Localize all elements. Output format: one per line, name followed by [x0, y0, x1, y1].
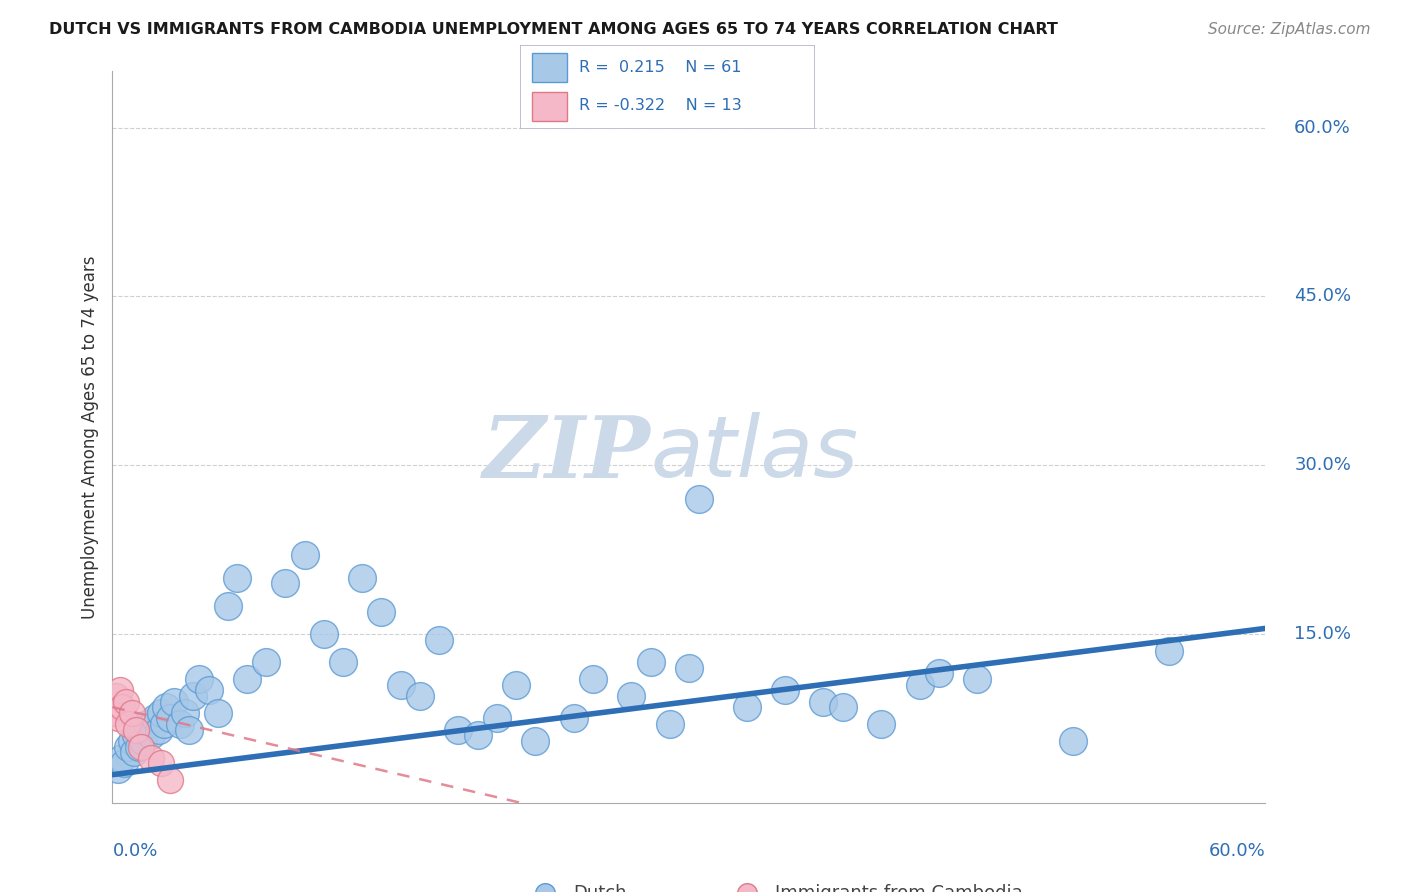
- Point: [370, 605, 392, 619]
- Point: [163, 694, 186, 708]
- Text: Immigrants from Cambodia: Immigrants from Cambodia: [776, 884, 1024, 892]
- Point: [153, 717, 176, 731]
- Point: [148, 723, 170, 737]
- Point: [688, 491, 710, 506]
- Point: [274, 576, 297, 591]
- Point: [129, 739, 153, 754]
- Point: [179, 723, 201, 737]
- Point: [332, 655, 354, 669]
- Point: [236, 672, 259, 686]
- Point: [735, 700, 758, 714]
- Point: [908, 678, 931, 692]
- Point: [159, 711, 181, 725]
- Point: [149, 706, 172, 720]
- Point: [129, 723, 153, 737]
- Point: [103, 706, 125, 720]
- Point: [505, 678, 527, 692]
- Text: 60.0%: 60.0%: [1294, 119, 1351, 136]
- Text: R =  0.215    N = 61: R = 0.215 N = 61: [579, 60, 742, 75]
- Point: [132, 734, 155, 748]
- Point: [159, 773, 181, 788]
- Text: Source: ZipAtlas.com: Source: ZipAtlas.com: [1208, 22, 1371, 37]
- Point: [107, 762, 129, 776]
- Point: [620, 689, 643, 703]
- Point: [115, 694, 138, 708]
- Point: [122, 745, 145, 759]
- Point: [870, 717, 893, 731]
- Point: [121, 734, 143, 748]
- Y-axis label: Unemployment Among Ages 65 to 74 years: Unemployment Among Ages 65 to 74 years: [80, 255, 98, 619]
- Point: [524, 734, 547, 748]
- Point: [107, 711, 129, 725]
- Point: [149, 756, 172, 771]
- Point: [143, 711, 166, 725]
- Point: [831, 700, 853, 714]
- Point: [312, 627, 335, 641]
- Point: [169, 717, 191, 731]
- Point: [124, 723, 146, 737]
- Point: [117, 717, 139, 731]
- Point: [254, 655, 277, 669]
- Point: [735, 886, 758, 892]
- Point: [678, 661, 700, 675]
- Text: 15.0%: 15.0%: [1294, 625, 1351, 643]
- Point: [117, 739, 139, 754]
- Point: [352, 571, 374, 585]
- Point: [485, 711, 508, 725]
- Text: 0.0%: 0.0%: [112, 842, 157, 860]
- Point: [447, 723, 470, 737]
- Point: [582, 672, 605, 686]
- Point: [207, 706, 229, 720]
- Point: [294, 548, 316, 562]
- Point: [181, 689, 204, 703]
- Point: [217, 599, 239, 613]
- Point: [155, 700, 177, 714]
- Point: [121, 706, 143, 720]
- Point: [640, 655, 662, 669]
- Text: 45.0%: 45.0%: [1294, 287, 1351, 305]
- Point: [658, 717, 681, 731]
- Point: [773, 683, 796, 698]
- Point: [105, 689, 128, 703]
- Point: [1062, 734, 1084, 748]
- Text: R = -0.322    N = 13: R = -0.322 N = 13: [579, 98, 742, 113]
- Bar: [531, 92, 568, 120]
- Point: [197, 683, 219, 698]
- Text: 30.0%: 30.0%: [1294, 456, 1351, 475]
- Point: [467, 728, 489, 742]
- Point: [139, 728, 162, 742]
- Point: [128, 739, 150, 754]
- Point: [534, 886, 557, 892]
- Point: [111, 751, 134, 765]
- Point: [928, 666, 950, 681]
- Point: [188, 672, 211, 686]
- Point: [139, 751, 162, 765]
- Point: [1159, 644, 1181, 658]
- Point: [389, 678, 412, 692]
- Point: [966, 672, 988, 686]
- Point: [111, 700, 134, 714]
- Text: atlas: atlas: [651, 412, 859, 495]
- Point: [226, 571, 249, 585]
- Point: [136, 717, 159, 731]
- Point: [813, 694, 835, 708]
- Point: [427, 632, 450, 647]
- Text: 60.0%: 60.0%: [1209, 842, 1265, 860]
- Point: [562, 711, 585, 725]
- Point: [112, 756, 135, 771]
- Text: DUTCH VS IMMIGRANTS FROM CAMBODIA UNEMPLOYMENT AMONG AGES 65 TO 74 YEARS CORRELA: DUTCH VS IMMIGRANTS FROM CAMBODIA UNEMPL…: [49, 22, 1059, 37]
- Point: [409, 689, 432, 703]
- Point: [108, 683, 131, 698]
- Point: [124, 728, 146, 742]
- Point: [174, 706, 197, 720]
- Text: Dutch: Dutch: [574, 884, 627, 892]
- Text: ZIP: ZIP: [482, 412, 651, 496]
- Bar: [531, 54, 568, 82]
